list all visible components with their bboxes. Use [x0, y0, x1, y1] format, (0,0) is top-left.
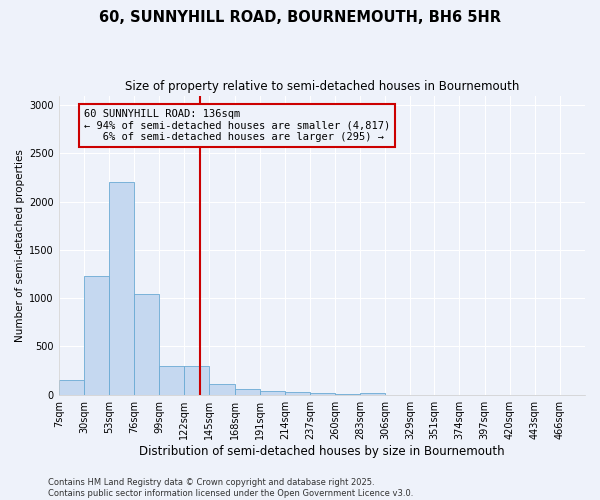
Bar: [360, 393, 385, 394]
Bar: [159, 366, 184, 394]
Bar: [260, 391, 285, 394]
Text: 60 SUNNYHILL ROAD: 136sqm
← 94% of semi-detached houses are smaller (4,817)
   6: 60 SUNNYHILL ROAD: 136sqm ← 94% of semi-…: [84, 109, 390, 142]
Bar: [134, 294, 159, 394]
X-axis label: Distribution of semi-detached houses by size in Bournemouth: Distribution of semi-detached houses by …: [139, 444, 505, 458]
Bar: [285, 392, 310, 394]
Text: Contains HM Land Registry data © Crown copyright and database right 2025.
Contai: Contains HM Land Registry data © Crown c…: [48, 478, 413, 498]
Text: 60, SUNNYHILL ROAD, BOURNEMOUTH, BH6 5HR: 60, SUNNYHILL ROAD, BOURNEMOUTH, BH6 5HR: [99, 10, 501, 25]
Bar: [235, 390, 260, 394]
Bar: [84, 276, 109, 394]
Bar: [209, 384, 235, 394]
Title: Size of property relative to semi-detached houses in Bournemouth: Size of property relative to semi-detach…: [125, 80, 519, 93]
Bar: [109, 182, 134, 394]
Bar: [184, 366, 209, 394]
Y-axis label: Number of semi-detached properties: Number of semi-detached properties: [15, 148, 25, 342]
Bar: [59, 380, 84, 394]
